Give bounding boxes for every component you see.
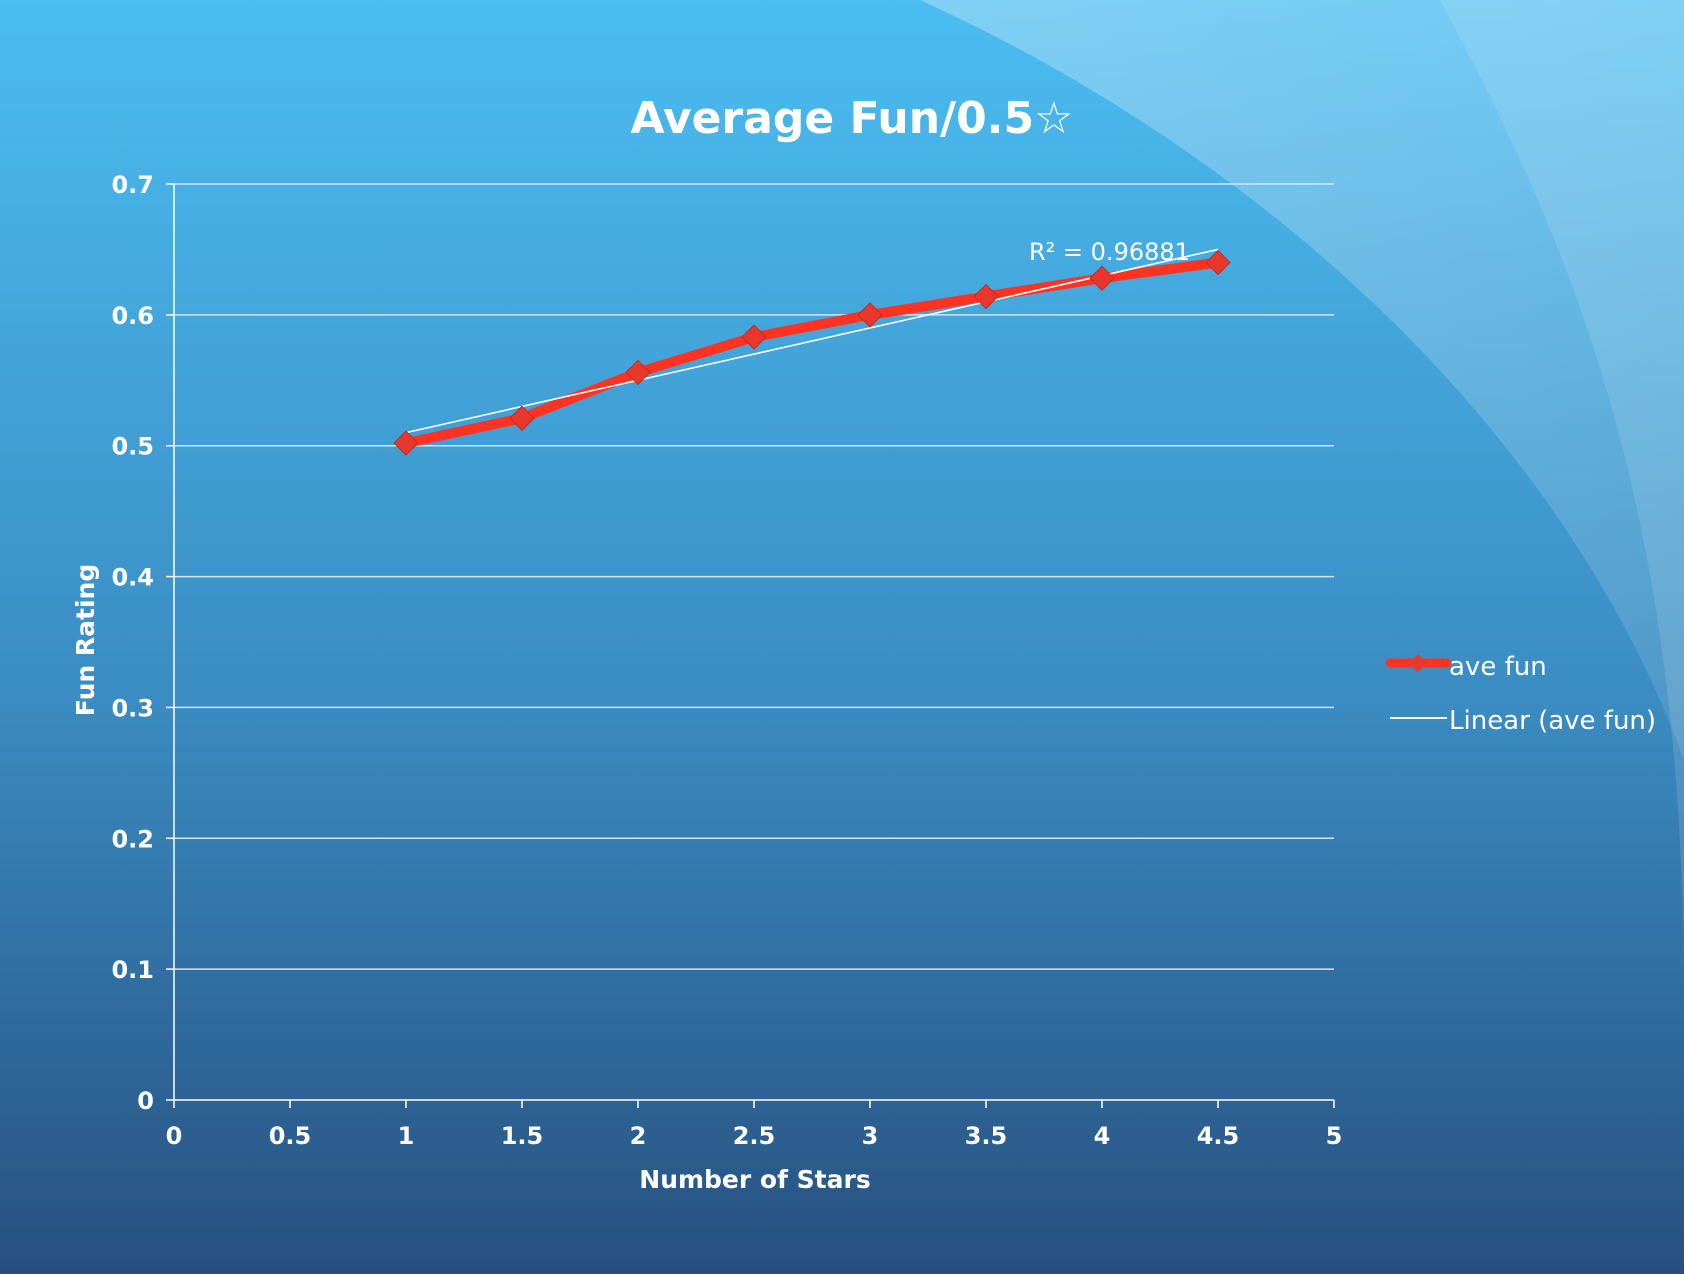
x-tick-label: 1: [398, 1122, 415, 1150]
trendline-layer: [405, 248, 1219, 434]
x-axis-label: Number of Stars: [639, 1165, 870, 1194]
x-tick-label: 4: [1094, 1122, 1111, 1150]
y-axis-label: Fun Rating: [71, 564, 100, 716]
data-point-ave-fun: [393, 430, 419, 456]
y-tick-label: 0: [137, 1087, 154, 1115]
background-swoosh: [920, 0, 1684, 760]
legend-label-linear: Linear (ave fun): [1449, 706, 1656, 736]
data-point-ave-fun: [857, 302, 883, 328]
data-point-ave-fun: [1205, 249, 1231, 276]
data-point-ave-fun: [973, 283, 999, 310]
x-tick-labels: 0 0.5 1 1.5 2 2.5 3 3.5 4 4.5 5: [166, 1122, 1343, 1150]
x-tick-label: 4.5: [1197, 1122, 1240, 1150]
legend-label-ave-fun: ave fun: [1449, 652, 1547, 682]
x-tick-label: 3: [862, 1122, 879, 1150]
x-tick-label: 0: [166, 1122, 183, 1150]
series-layer: [401, 257, 1223, 449]
series-line-ave-fun: [401, 257, 1223, 449]
background-swoosh-2: [1440, 0, 1684, 1000]
data-point-ave-fun: [625, 359, 651, 386]
data-point-ave-fun: [509, 405, 535, 431]
y-tick-label: 0.1: [111, 956, 154, 984]
x-tick-label: 1.5: [501, 1122, 544, 1150]
x-tick-label: 2.5: [733, 1122, 776, 1150]
x-tick-label: 2: [630, 1122, 647, 1150]
y-tick-label: 0.2: [111, 825, 154, 853]
legend: ave fun Linear (ave fun): [1385, 652, 1656, 736]
axes: [166, 183, 1335, 1108]
data-point-ave-fun: [741, 324, 767, 350]
x-tick-label: 5: [1326, 1122, 1343, 1150]
y-tick-label: 0.5: [111, 433, 154, 461]
y-tick-label: 0.3: [111, 694, 154, 722]
y-tick-label: 0.7: [111, 171, 154, 199]
data-point-ave-fun: [1089, 265, 1115, 291]
x-tick-label: 3.5: [965, 1122, 1008, 1150]
y-tick-labels: 0 0.1 0.2 0.3 0.4 0.5 0.6 0.7: [111, 171, 154, 1115]
gridlines: [174, 183, 1334, 970]
y-tick-label: 0.4: [111, 564, 154, 592]
chart-title: Average Fun/0.5☆: [630, 93, 1073, 144]
legend-marker-ave-fun: [1409, 654, 1427, 672]
y-tick-label: 0.6: [111, 302, 154, 330]
points-layer: [393, 249, 1231, 456]
x-tick-label: 0.5: [269, 1122, 312, 1150]
trendline-linear: [405, 248, 1219, 434]
